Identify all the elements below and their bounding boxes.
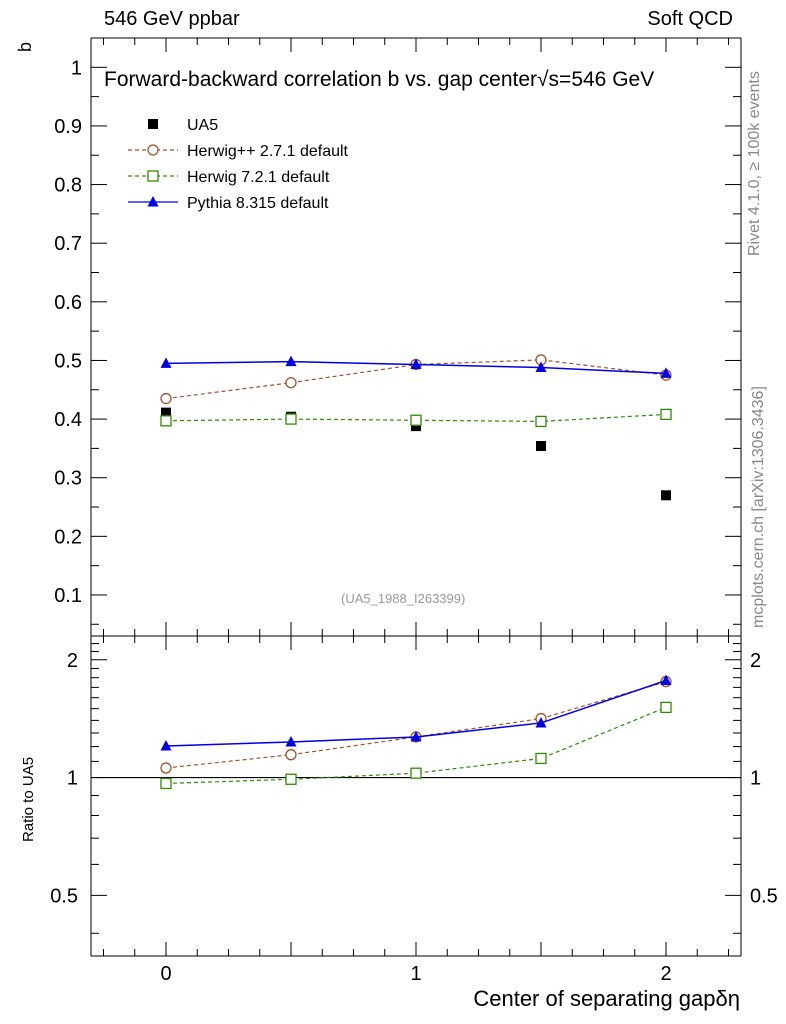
legend-pythia-8-315-default-label: Pythia 8.315 default xyxy=(187,195,329,212)
legend-ua5-marker xyxy=(148,119,158,129)
y-tick-label: 0.7 xyxy=(54,233,82,255)
ratio-herwig-7-2-1-default-point xyxy=(535,752,547,765)
y-tick-label: 0.9 xyxy=(54,116,82,138)
legend-pythia-8-315-default-marker xyxy=(147,196,159,207)
ratio-herwig-7-2-1-default-point xyxy=(285,773,297,785)
main-ua5-point xyxy=(536,441,546,452)
y-tick-label: 0.4 xyxy=(54,409,82,431)
ratio-herwig-7-2-1-default-point xyxy=(160,777,172,790)
y-tick-label: 0.8 xyxy=(54,175,82,197)
energy-label: √s=546 GeV xyxy=(537,68,655,91)
ratio-y-tick-label-right: 2 xyxy=(750,650,761,672)
legend-herwig-7-2-1-default-label: Herwig 7.2.1 default xyxy=(187,169,330,186)
main-herwig-7-2-1-default-point xyxy=(285,413,297,425)
y-tick-label: 0.6 xyxy=(54,292,82,314)
y-tick-label: 1 xyxy=(71,57,82,79)
reference-code: (UA5_1988_I263399) xyxy=(341,591,466,606)
chart-title: Forward-backward correlation b vs. gap c… xyxy=(104,68,654,92)
y-tick-label: 0.1 xyxy=(54,585,82,607)
chart-title-text: Forward-backward correlation b vs. gap c… xyxy=(104,68,538,91)
ratio-y-tick-label: 1 xyxy=(67,768,78,790)
main-herwig-7-2-1-default-point xyxy=(410,414,422,426)
ratio-herwig-7-2-1-default-line xyxy=(165,706,667,785)
main-herwig-2-7-1-default-point xyxy=(160,392,172,405)
main-pythia-8-315-default-point xyxy=(285,355,297,367)
ratio-y-tick-label-right: 1 xyxy=(750,768,761,790)
legend-herwig-2-7-1-default-marker xyxy=(147,144,159,156)
main-ua5-point xyxy=(411,421,421,432)
main-ua5-point xyxy=(161,407,171,418)
main-pythia-8-315-default-point xyxy=(535,361,547,372)
header-right: Soft QCD xyxy=(647,8,733,30)
legend-herwig-2-7-1-default-label: Herwig++ 2.7.1 default xyxy=(187,143,349,160)
main-herwig-7-2-1-default-point xyxy=(160,415,172,427)
main-pythia-8-315-default-point xyxy=(660,367,672,378)
legend-herwig-7-2-1-default-marker xyxy=(147,170,159,182)
ratio-pythia-8-315-default-point xyxy=(410,730,422,742)
x-axis-label: Center of separating gapδη xyxy=(473,986,740,1011)
x-tick-label: 0 xyxy=(160,963,171,985)
ratio-pythia-8-315-default-point xyxy=(285,735,297,747)
ratio-y-tick-label: 2 xyxy=(67,650,78,672)
ratio-panel: 0 1 2 0.5 0.5 1 1 2 2 xyxy=(50,635,778,985)
header-left: 546 GeV ppbar xyxy=(104,8,240,30)
rivet-version-text: Rivet 4.1.0, ≥ 100k events xyxy=(746,71,763,256)
ratio-y-tick-label: 0.5 xyxy=(50,885,78,907)
ratio-herwig-7-2-1-default-point xyxy=(410,767,422,779)
x-tick-label: 1 xyxy=(410,963,421,985)
y-tick-label: 0.5 xyxy=(54,350,82,372)
ratio-herwig-2-7-1-default-line xyxy=(165,681,667,769)
main-herwig-7-2-1-default-point xyxy=(535,415,547,428)
main-pythia-8-315-default-point xyxy=(410,358,422,370)
ratio-herwig-2-7-1-default-point xyxy=(285,749,297,761)
ratio-pythia-8-315-default-point xyxy=(535,716,547,728)
legend: UA5 Herwig++ 2.7.1 default Herwig 7.2.1 de… xyxy=(128,117,349,212)
y-tick-label: 0.3 xyxy=(54,468,82,490)
ratio-y-tick-label-right: 0.5 xyxy=(750,885,778,907)
main-herwig-7-2-1-default-line xyxy=(165,413,667,423)
chart-marks xyxy=(160,354,672,790)
main-herwig-2-7-1-default-point xyxy=(285,377,297,389)
legend-ua5-label: UA5 xyxy=(187,117,218,134)
y-tick-label: 0.2 xyxy=(54,526,82,548)
x-tick-label: 2 xyxy=(660,963,671,985)
ratio-pythia-8-315-default-point xyxy=(660,674,672,686)
main-pythia-8-315-default-point xyxy=(160,357,172,368)
main-ua5-point xyxy=(661,490,671,501)
ratio-frame xyxy=(90,635,742,957)
ratio-pythia-8-315-default-point xyxy=(160,740,172,751)
main-herwig-7-2-1-default-point xyxy=(660,408,672,421)
ratio-herwig-7-2-1-default-point xyxy=(660,701,672,714)
ratio-herwig-2-7-1-default-point xyxy=(160,762,172,774)
ratio-axis-label: Ratio to UA5 xyxy=(20,756,37,842)
y-axis-label: b xyxy=(15,41,35,52)
source-text: mcplots.cern.ch [arXiv:1306.3436] xyxy=(750,386,767,628)
